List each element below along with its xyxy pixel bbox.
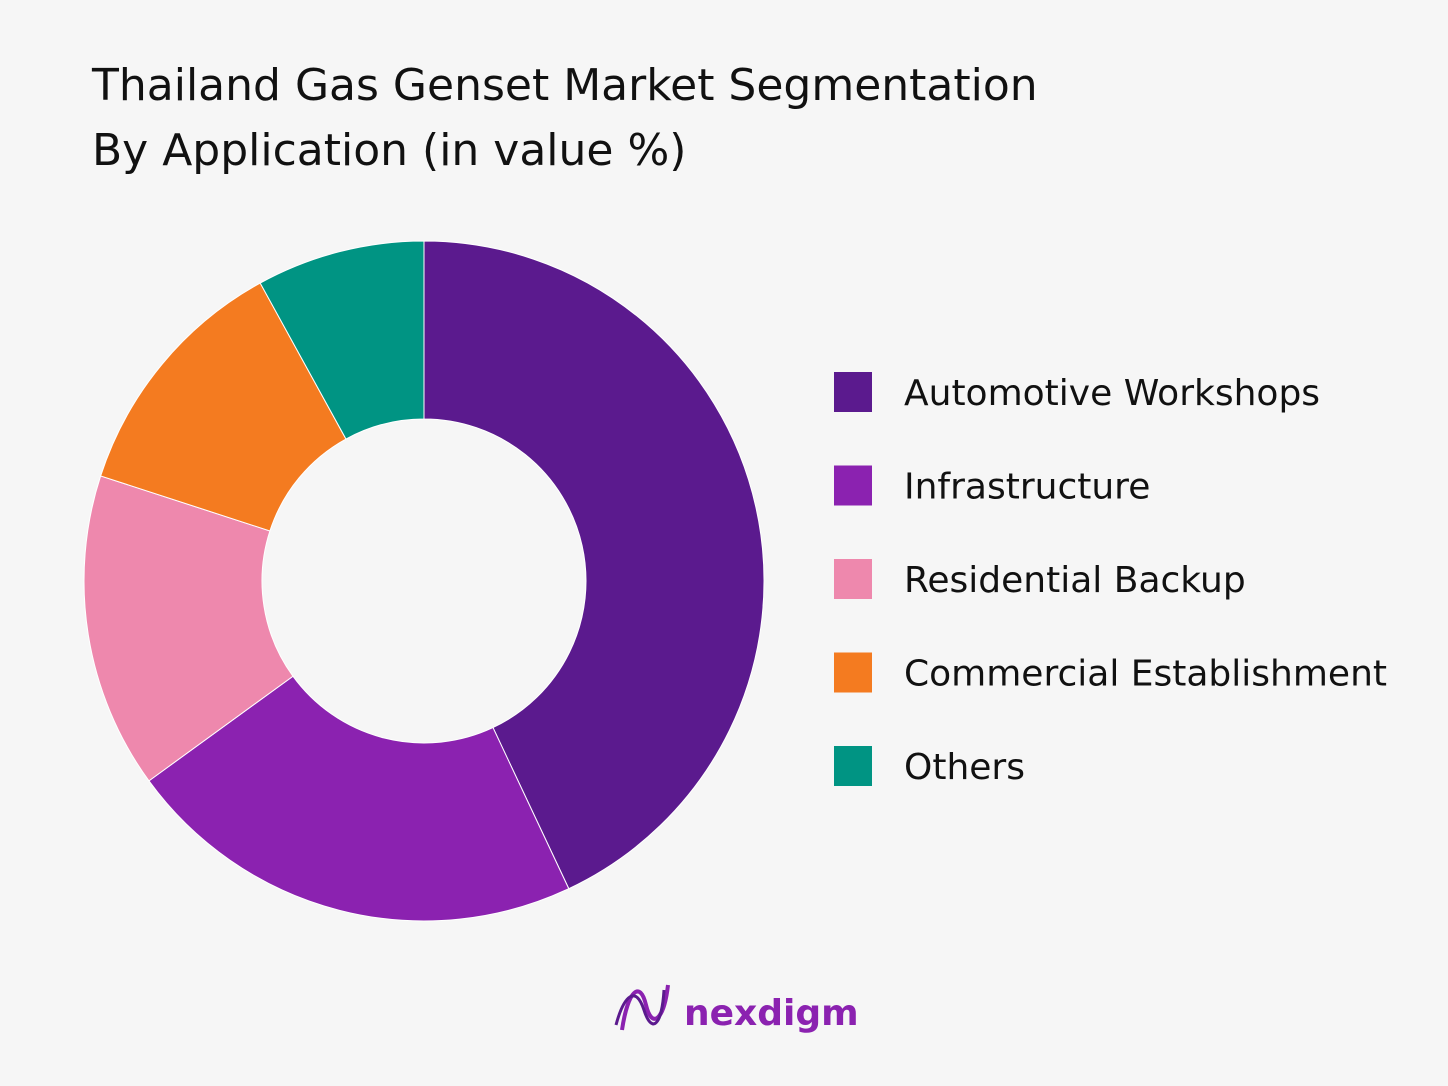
logo-icon [614, 989, 666, 1026]
legend-label: Residential Backup [904, 560, 1246, 601]
legend: Automotive Workshops Infrastructure Reside… [834, 372, 1387, 788]
legend-label: Commercial Establishment [904, 654, 1387, 695]
legend-swatch [834, 559, 872, 599]
donut-slice [100, 282, 347, 532]
legend-swatch [834, 746, 872, 786]
logo-text: nexdigm [684, 993, 859, 1034]
chart-subtitle: By Application (in value %) [92, 125, 686, 176]
donut-slice [259, 240, 425, 440]
legend-swatch [834, 652, 872, 693]
chart-title: Thailand Gas Genset Market Segmentation [91, 60, 1038, 111]
legend-label: Automotive Workshops [904, 373, 1320, 414]
legend-swatch [834, 465, 872, 506]
legend-label: Infrastructure [904, 467, 1150, 508]
slices [83, 240, 765, 922]
donut-slice [83, 475, 294, 782]
legend-swatch [834, 372, 872, 412]
logo: nexdigm [614, 984, 859, 1034]
donut-slice [148, 675, 570, 922]
donut-slice [423, 240, 765, 890]
legend-label: Others [904, 747, 1025, 788]
